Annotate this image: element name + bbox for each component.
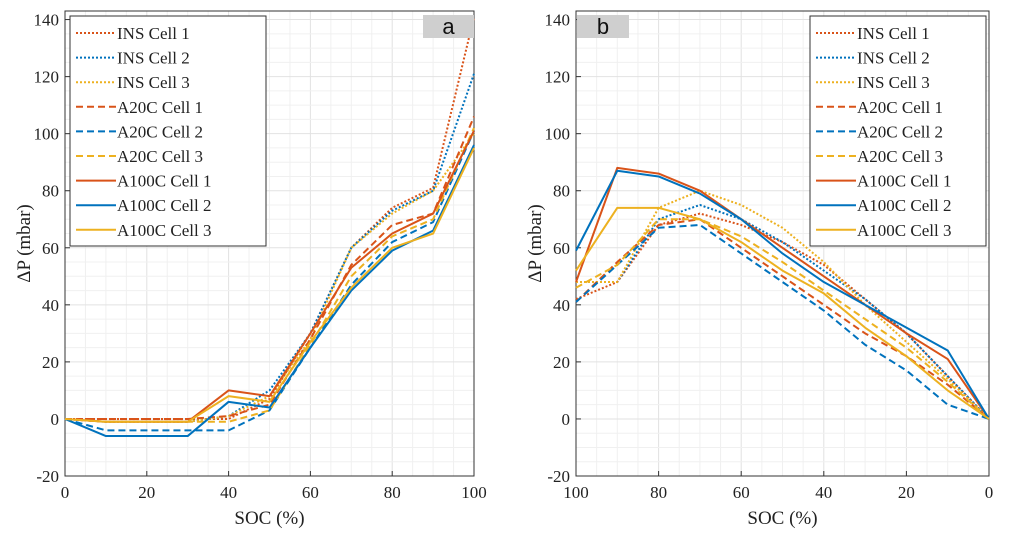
y-tick-label: 0 bbox=[51, 410, 60, 429]
x-tick-label: 60 bbox=[302, 483, 319, 502]
panel-label-box bbox=[423, 15, 474, 38]
legend-entry: A100C Cell 3 bbox=[857, 221, 951, 240]
y-tick-label: 60 bbox=[42, 239, 59, 258]
series-line-a100c-cell-3 bbox=[64, 147, 475, 423]
panel-b: 100 80 60 40 20 0 -20 0 20 40 60 80 100 120 140 SOC (%)… bbox=[525, 10, 994, 529]
x-axis-label: SOC (%) bbox=[234, 508, 304, 529]
y-tick-label: 80 bbox=[553, 182, 570, 201]
legend-entry: INS Cell 2 bbox=[117, 49, 190, 68]
y-tick-label: 40 bbox=[553, 296, 570, 315]
legend-entry: INS Cell 2 bbox=[857, 49, 930, 68]
x-tick-label: 20 bbox=[138, 483, 155, 502]
y-axis-label: ΔP (mbar) bbox=[525, 204, 546, 283]
legend-entry: A20C Cell 1 bbox=[857, 98, 943, 117]
y-tick-label: 0 bbox=[562, 410, 571, 429]
series-line-a20c-cell-3 bbox=[575, 218, 990, 420]
series-line-ins-cell-3 bbox=[576, 189, 990, 420]
x-tick-label: 60 bbox=[733, 483, 750, 502]
legend-entry: A100C Cell 2 bbox=[857, 196, 951, 215]
legend: INS Cell 1 INS Cell 2 INS Cell 3 A20C Cell … bbox=[809, 15, 987, 247]
y-tick-label: 20 bbox=[553, 353, 570, 372]
x-tick-label: 0 bbox=[985, 483, 994, 502]
x-tick-label: 40 bbox=[815, 483, 832, 502]
panel-label: a bbox=[442, 14, 455, 39]
y-axis-label: ΔP (mbar) bbox=[14, 204, 35, 283]
legend: INS Cell 1 INS Cell 2 INS Cell 3 A20C Cell … bbox=[69, 15, 267, 247]
legend-entry: A100C Cell 1 bbox=[117, 172, 211, 191]
panel-label: b bbox=[597, 14, 609, 39]
series-line-a20c-cell-2 bbox=[64, 130, 475, 432]
series-line-a100c-cell-3 bbox=[575, 206, 990, 420]
legend-box bbox=[69, 15, 267, 247]
y-tick-label: 120 bbox=[34, 68, 60, 87]
series-line-a100c-cell-2 bbox=[575, 169, 990, 420]
y-tick-label: -20 bbox=[547, 467, 570, 486]
series-line-ins-cell-2 bbox=[576, 203, 990, 420]
y-tick-label: 140 bbox=[545, 11, 571, 30]
x-tick-label: 0 bbox=[61, 483, 70, 502]
axes-box bbox=[575, 10, 990, 477]
y-tick-label: 60 bbox=[553, 239, 570, 258]
legend-entry: A20C Cell 3 bbox=[117, 147, 203, 166]
x-tick-label: 20 bbox=[898, 483, 915, 502]
y-tick-label: 120 bbox=[545, 68, 571, 87]
y-tick-label: 100 bbox=[545, 125, 571, 144]
x-tick-label: 40 bbox=[220, 483, 237, 502]
y-tick-label: -20 bbox=[36, 467, 59, 486]
legend-entry: A100C Cell 3 bbox=[117, 221, 211, 240]
legend-entry: A20C Cell 1 bbox=[117, 98, 203, 117]
series-line-a100c-cell-1 bbox=[575, 166, 990, 420]
x-tick-label: 100 bbox=[461, 483, 487, 502]
x-tick-label: 80 bbox=[384, 483, 401, 502]
legend-entry: INS Cell 3 bbox=[117, 73, 190, 92]
x-axis-label: SOC (%) bbox=[747, 508, 817, 529]
legend-entry: A20C Cell 2 bbox=[117, 122, 203, 141]
panel-label-box bbox=[577, 15, 629, 38]
legend-entry: A100C Cell 2 bbox=[117, 196, 211, 215]
series-line-a20c-cell-1 bbox=[65, 116, 475, 420]
series-line-ins-cell-1 bbox=[575, 212, 990, 420]
legend-entry: A100C Cell 1 bbox=[857, 172, 951, 191]
legend-entry: INS Cell 1 bbox=[117, 24, 190, 43]
legend-entry: INS Cell 1 bbox=[857, 24, 930, 43]
legend-entry: A20C Cell 2 bbox=[857, 122, 943, 141]
series-line-a20c-cell-2 bbox=[575, 223, 990, 420]
y-tick-label: 80 bbox=[42, 182, 59, 201]
legend-entry: INS Cell 3 bbox=[857, 73, 930, 92]
y-tick-label: 100 bbox=[34, 125, 60, 144]
legend-entry: A20C Cell 3 bbox=[857, 147, 943, 166]
y-tick-label: 140 bbox=[34, 11, 60, 30]
y-tick-label: 20 bbox=[42, 353, 59, 372]
x-tick-label: 80 bbox=[650, 483, 667, 502]
x-tick-label: 100 bbox=[563, 483, 589, 502]
series-line-a20c-cell-1 bbox=[575, 218, 990, 420]
axes-box bbox=[64, 10, 475, 477]
y-tick-label: 40 bbox=[42, 296, 59, 315]
